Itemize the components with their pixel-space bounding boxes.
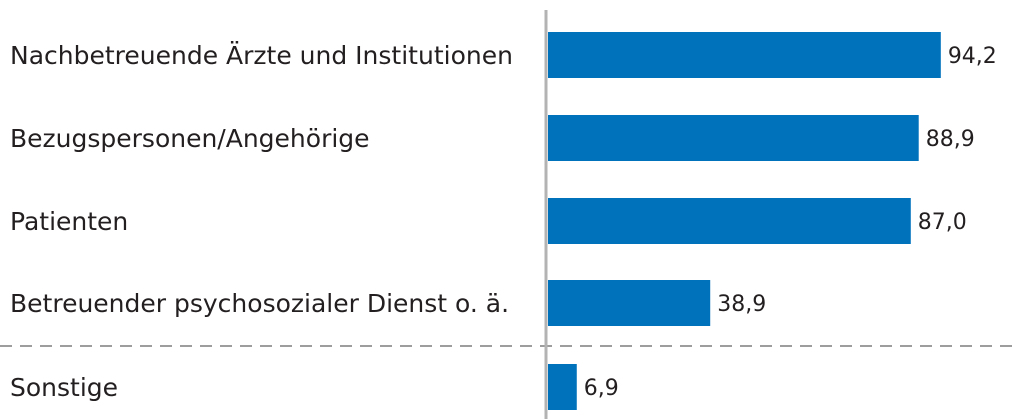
value-label: 6,9 xyxy=(584,376,619,401)
value-label: 94,2 xyxy=(948,44,997,69)
category-label: Sonstige xyxy=(10,373,118,402)
value-label: 38,9 xyxy=(717,292,766,317)
bar xyxy=(548,32,941,78)
value-label: 87,0 xyxy=(918,210,967,235)
bar xyxy=(548,115,919,161)
category-label: Betreuender psychosozialer Dienst o. ä. xyxy=(10,289,509,318)
category-label: Bezugspersonen/Angehörige xyxy=(10,124,370,153)
value-label: 88,9 xyxy=(926,127,975,152)
category-label: Nachbetreuende Ärzte und Institutionen xyxy=(10,41,513,70)
category-label: Patienten xyxy=(10,207,128,236)
bar xyxy=(548,280,711,326)
bar xyxy=(548,198,911,244)
bar xyxy=(548,364,577,410)
